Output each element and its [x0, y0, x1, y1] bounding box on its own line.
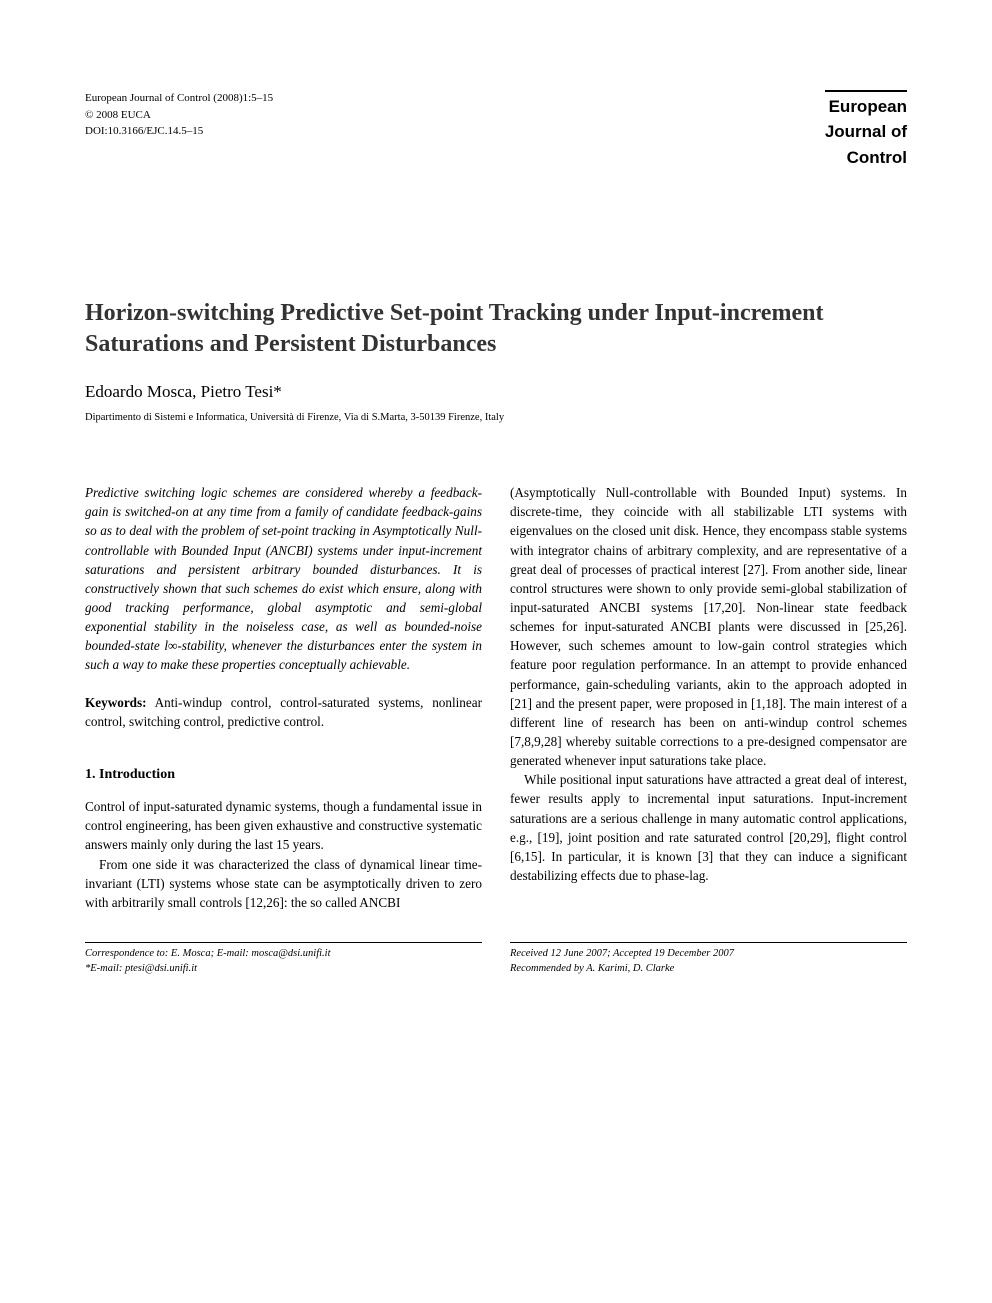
recommended-line: Recommended by A. Karimi, D. Clarke [510, 962, 907, 977]
author-list: Edoardo Mosca, Pietro Tesi* [85, 382, 907, 402]
intro-para-2: From one side it was characterized the c… [85, 855, 482, 912]
abstract-text: Predictive switching logic schemes are c… [85, 483, 482, 674]
journal-logo: European Journal of Control [825, 90, 907, 168]
author-affiliation: Dipartimento di Sistemi e Informatica, U… [85, 412, 907, 423]
right-column: (Asymptotically Null-controllable with B… [510, 483, 907, 912]
journal-name-line2: Journal of [825, 117, 907, 142]
correspondence-line: Correspondence to: E. Mosca; E-mail: mos… [85, 947, 482, 962]
journal-name-line3: Control [825, 143, 907, 168]
keywords-label: Keywords: [85, 695, 147, 710]
col2-para-1: (Asymptotically Null-controllable with B… [510, 483, 907, 770]
doi-line: DOI:10.3166/EJC.14.5–15 [85, 123, 273, 140]
article-title: Horizon-switching Predictive Set-point T… [85, 298, 907, 360]
journal-reference: European Journal of Control (2008)1:5–15 [85, 90, 273, 107]
page-header: European Journal of Control (2008)1:5–15… [85, 90, 907, 168]
footer-left: Correspondence to: E. Mosca; E-mail: mos… [85, 942, 482, 976]
corresponding-email: *E-mail: ptesi@dsi.unifi.it [85, 962, 482, 977]
left-column: Predictive switching logic schemes are c… [85, 483, 482, 912]
header-meta: European Journal of Control (2008)1:5–15… [85, 90, 273, 140]
copyright-line: © 2008 EUCA [85, 107, 273, 124]
col2-para-2: While positional input saturations have … [510, 770, 907, 885]
received-line: Received 12 June 2007; Accepted 19 Decem… [510, 947, 907, 962]
intro-para-1: Control of input-saturated dynamic syste… [85, 797, 482, 854]
journal-name-line1: European [825, 92, 907, 117]
body-columns: Predictive switching logic schemes are c… [85, 483, 907, 912]
page-footer: Correspondence to: E. Mosca; E-mail: mos… [85, 942, 907, 976]
section-1-heading: 1. Introduction [85, 765, 482, 785]
keywords-block: Keywords: Anti-windup control, control-s… [85, 693, 482, 731]
footer-right: Received 12 June 2007; Accepted 19 Decem… [510, 942, 907, 976]
